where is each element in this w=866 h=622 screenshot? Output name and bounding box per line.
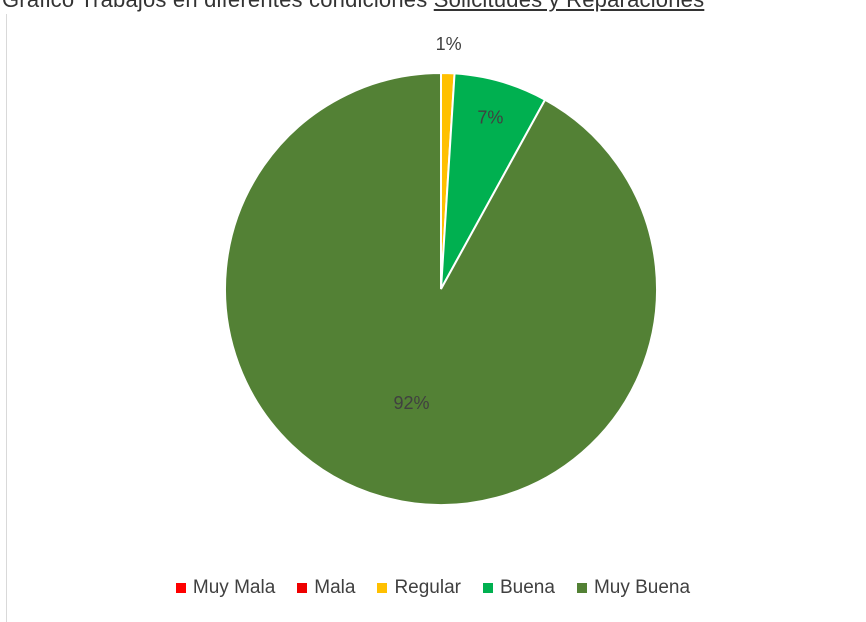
legend-item-regular: Regular [377,577,461,599]
legend-item-muy-mala: Muy Mala [175,577,276,599]
legend-item-muy-buena: Muy Buena [576,577,691,599]
legend-item-buena: Buena [483,577,555,599]
legend-swatch [297,583,308,593]
pie-slice-muy-buena [224,71,658,506]
header-text: Grafico Trabajos en diferentes condicion… [2,0,427,12]
chart-frame [6,14,866,622]
header-underlined-text: Solicitudes y Reparaciones [434,0,705,12]
data-label-regular: 1% [436,34,462,54]
header-fragment: Grafico Trabajos en diferentes condicion… [0,0,866,14]
chart-legend: Muy Mala Mala Regular Buena Muy Buena [0,577,866,599]
legend-swatch [576,583,587,593]
legend-item-mala: Mala [297,577,355,599]
legend-label: Regular [394,577,461,598]
legend-swatch [377,583,388,593]
data-label-muy-buena: 92% [393,393,429,413]
legend-swatch [175,583,186,593]
legend-label: Mala [314,577,356,598]
legend-label: Muy Buena [593,577,691,598]
legend-label: Muy Mala [192,577,276,598]
legend-swatch [483,583,493,593]
data-label-buena: 7% [477,108,503,128]
legend-label: Buena [500,577,555,598]
